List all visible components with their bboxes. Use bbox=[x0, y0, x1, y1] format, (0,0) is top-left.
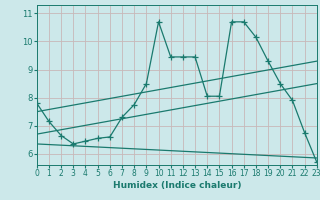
X-axis label: Humidex (Indice chaleur): Humidex (Indice chaleur) bbox=[113, 181, 241, 190]
